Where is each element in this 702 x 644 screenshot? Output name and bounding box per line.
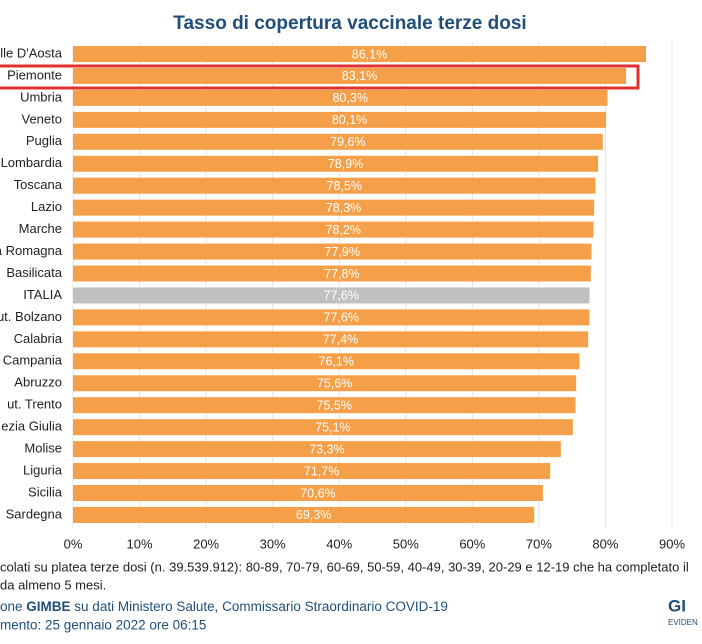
x-tick-label: 60% xyxy=(459,536,485,551)
y-tick-label: Calabria xyxy=(14,331,63,346)
x-tick-label: 50% xyxy=(393,536,419,551)
logo: GI xyxy=(668,596,686,615)
bar xyxy=(73,353,580,370)
value-label: 75,5% xyxy=(317,398,352,412)
y-tick-label: ITALIA xyxy=(23,287,62,302)
x-tick-label: 70% xyxy=(526,536,552,551)
x-tick-label: 20% xyxy=(193,536,219,551)
bar xyxy=(73,111,607,128)
footnote-line: colati su platea terze dosi (n. 39.539.9… xyxy=(0,559,689,574)
value-label: 70,6% xyxy=(300,486,335,500)
highlight-box xyxy=(0,64,640,90)
source-part: su dati Ministero Salute, Commissario St… xyxy=(71,599,448,614)
value-label: 78,3% xyxy=(326,201,361,215)
value-label: 83,1% xyxy=(342,69,377,83)
y-tick-label: Sicilia xyxy=(28,484,63,499)
bar xyxy=(73,441,561,458)
value-label: 69,3% xyxy=(296,508,331,522)
bar xyxy=(73,506,535,523)
x-tick-label: 0% xyxy=(64,536,83,551)
y-tick-label: Marche xyxy=(19,221,62,236)
bar xyxy=(73,243,592,260)
value-label: 77,6% xyxy=(324,311,359,325)
y-tick-label: ut. Trento xyxy=(7,397,62,412)
bar xyxy=(73,419,573,436)
logo-subtext: EVIDEN xyxy=(668,618,698,627)
bar xyxy=(73,287,590,304)
bar xyxy=(73,155,599,172)
bar xyxy=(73,463,551,480)
y-tick-label: Veneto xyxy=(22,111,63,126)
y-tick-label: a Romagna xyxy=(0,243,63,258)
bar xyxy=(73,67,627,84)
y-tick-label: Abruzzo xyxy=(14,375,62,390)
bar xyxy=(73,397,576,414)
source: one GIMBE su dati Ministero Salute, Comm… xyxy=(0,599,448,614)
y-tick-label: ezia Giulia xyxy=(1,419,62,434)
y-tick-label: Liguria xyxy=(23,462,63,477)
y-tick-label: ut. Bolzano xyxy=(0,309,62,324)
value-label: 76,1% xyxy=(319,355,354,369)
x-tick-label: 90% xyxy=(659,536,685,551)
value-label: 80,3% xyxy=(332,91,367,105)
source-part: GIMBE xyxy=(26,599,70,614)
bar xyxy=(73,89,608,106)
x-tick-label: 80% xyxy=(592,536,618,551)
value-label: 78,9% xyxy=(328,157,363,171)
bar xyxy=(73,309,590,326)
bar xyxy=(73,265,591,282)
y-tick-label: Sardegna xyxy=(6,506,63,521)
y-tick-label: lle D'Aosta xyxy=(0,45,63,60)
value-label: 77,9% xyxy=(325,245,360,259)
y-tick-label: Puglia xyxy=(26,133,63,148)
bar xyxy=(73,221,594,238)
value-label: 86,1% xyxy=(352,47,387,61)
value-label: 79,6% xyxy=(330,135,365,149)
y-tick-label: Campania xyxy=(3,353,63,368)
y-tick-label: Lombardia xyxy=(1,155,63,170)
bar xyxy=(73,133,603,150)
value-label: 71,7% xyxy=(304,464,339,478)
bar xyxy=(73,177,596,194)
y-tick-label: Piemonte xyxy=(7,67,62,82)
value-label: 77,6% xyxy=(324,289,359,303)
y-tick-label: Basilicata xyxy=(6,265,62,280)
x-tick-label: 40% xyxy=(326,536,352,551)
bars: lle D'Aosta 86,1% Piemonte 83,1% Umbria 80,3%… xyxy=(0,45,647,523)
y-tick-label: Toscana xyxy=(14,177,63,192)
y-tick-label: Lazio xyxy=(31,199,62,214)
bar xyxy=(73,375,577,392)
value-label: 78,2% xyxy=(326,223,361,237)
source-part: one xyxy=(0,599,26,614)
chart-title: Tasso di copertura vaccinale terze dosi xyxy=(173,13,526,34)
value-label: 73,3% xyxy=(309,442,344,456)
value-label: 78,5% xyxy=(327,179,362,193)
value-label: 77,8% xyxy=(324,267,359,281)
value-label: 80,1% xyxy=(332,113,367,127)
bar xyxy=(73,199,595,216)
x-tick-label: 30% xyxy=(260,536,286,551)
x-tick-label: 10% xyxy=(127,536,153,551)
y-tick-label: Molise xyxy=(24,441,62,456)
footnote-line: da almeno 5 mesi. xyxy=(0,577,106,592)
value-label: 75,1% xyxy=(315,420,350,434)
bar xyxy=(73,331,589,348)
bar xyxy=(73,46,647,62)
bar xyxy=(73,485,543,501)
value-label: 75,6% xyxy=(317,377,352,391)
update-date: mento: 25 gennaio 2022 ore 06:15 xyxy=(0,618,206,633)
y-tick-label: Umbria xyxy=(20,89,63,104)
value-label: 77,4% xyxy=(323,333,358,347)
